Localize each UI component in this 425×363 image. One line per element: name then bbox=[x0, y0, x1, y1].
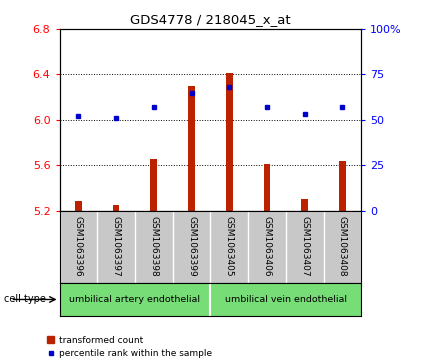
Bar bbox=[226, 73, 232, 211]
Text: umbilical artery endothelial: umbilical artery endothelial bbox=[69, 295, 201, 304]
Bar bbox=[264, 164, 270, 211]
Text: GSM1063408: GSM1063408 bbox=[338, 216, 347, 277]
Bar bbox=[113, 205, 119, 211]
Text: GSM1063398: GSM1063398 bbox=[149, 216, 158, 277]
Legend: transformed count, percentile rank within the sample: transformed count, percentile rank withi… bbox=[47, 336, 212, 359]
Text: GSM1063396: GSM1063396 bbox=[74, 216, 83, 277]
Bar bbox=[188, 86, 195, 211]
Text: umbilical vein endothelial: umbilical vein endothelial bbox=[225, 295, 347, 304]
Text: cell type: cell type bbox=[4, 294, 46, 305]
Text: GSM1063406: GSM1063406 bbox=[263, 216, 272, 277]
Bar bbox=[301, 199, 308, 211]
Title: GDS4778 / 218045_x_at: GDS4778 / 218045_x_at bbox=[130, 13, 291, 26]
Text: GSM1063397: GSM1063397 bbox=[112, 216, 121, 277]
Text: GSM1063407: GSM1063407 bbox=[300, 216, 309, 277]
Bar bbox=[150, 159, 157, 211]
Text: GSM1063405: GSM1063405 bbox=[225, 216, 234, 277]
Text: GSM1063399: GSM1063399 bbox=[187, 216, 196, 277]
Bar bbox=[339, 161, 346, 211]
Bar bbox=[75, 201, 82, 211]
